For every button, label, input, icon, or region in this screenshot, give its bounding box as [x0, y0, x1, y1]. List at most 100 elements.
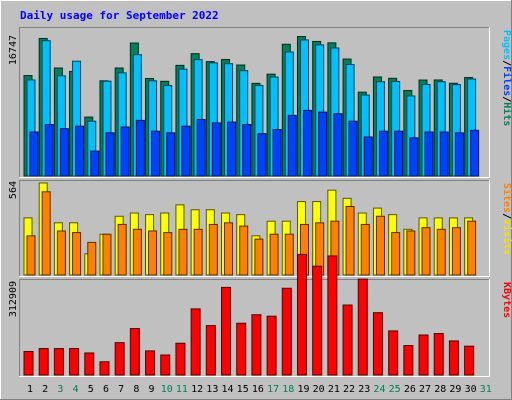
- bar-kbytes-day-16: [251, 314, 262, 376]
- bar-pages-day-10: [166, 132, 176, 177]
- panel-requests-legend: Pages/Files/Hits: [501, 30, 512, 126]
- day-label-21: 21: [328, 384, 340, 395]
- day-label-1: 1: [27, 384, 33, 395]
- panel-visitors-ymax-label: 564: [8, 181, 19, 199]
- day-label-7: 7: [118, 384, 124, 395]
- bar-sites-day-2: [41, 191, 51, 276]
- day-label-15: 15: [237, 384, 249, 395]
- legend-requests-pages: Pages: [501, 30, 512, 60]
- bar-sites-day-8: [132, 228, 142, 276]
- day-label-12: 12: [191, 384, 203, 395]
- bar-sites-day-1: [26, 235, 36, 276]
- bar-sites-day-24: [375, 215, 385, 276]
- bar-pages-day-21: [333, 113, 343, 177]
- bar-kbytes-day-1: [23, 350, 34, 376]
- bar-kbytes-day-7: [114, 342, 125, 376]
- day-label-24: 24: [373, 384, 385, 395]
- bar-pages-day-11: [181, 125, 191, 177]
- bar-pages-day-19: [302, 109, 312, 177]
- day-label-17: 17: [267, 384, 279, 395]
- bar-kbytes-day-21: [327, 255, 338, 376]
- bar-kbytes-day-14: [221, 286, 232, 376]
- bar-kbytes-day-24: [372, 312, 383, 376]
- bar-kbytes-day-29: [448, 340, 459, 376]
- panel-kbytes-legend: KBytes: [501, 282, 512, 318]
- legend-kbytes-kbytes: KBytes: [501, 282, 512, 318]
- bar-pages-day-29: [454, 132, 464, 177]
- legend-visitors-visits: Visits: [501, 219, 512, 255]
- bar-pages-day-3: [59, 128, 69, 177]
- bar-kbytes-day-4: [69, 348, 80, 376]
- bar-kbytes-day-25: [388, 330, 399, 376]
- day-label-27: 27: [419, 384, 431, 395]
- bar-sites-day-26: [406, 230, 416, 276]
- bar-kbytes-day-26: [403, 345, 414, 376]
- day-label-2: 2: [42, 384, 48, 395]
- bar-sites-day-29: [451, 227, 461, 276]
- day-label-4: 4: [73, 384, 79, 395]
- bar-sites-day-9: [148, 230, 158, 276]
- bar-pages-day-5: [90, 150, 100, 177]
- day-label-5: 5: [88, 384, 94, 395]
- bar-pages-day-30: [470, 129, 480, 177]
- day-label-25: 25: [389, 384, 401, 395]
- bar-sites-day-23: [360, 223, 370, 276]
- bar-sites-day-10: [163, 232, 173, 276]
- bar-pages-day-22: [348, 120, 358, 177]
- day-label-26: 26: [404, 384, 416, 395]
- bar-sites-day-16: [254, 238, 264, 276]
- legend-visitors-sites: Sites: [501, 183, 512, 213]
- day-label-28: 28: [434, 384, 446, 395]
- bar-kbytes-day-3: [53, 348, 64, 376]
- bar-pages-day-2: [44, 124, 54, 177]
- bar-sites-day-3: [56, 230, 66, 276]
- bar-kbytes-day-8: [129, 328, 140, 376]
- bar-pages-day-12: [196, 119, 206, 177]
- bar-kbytes-day-17: [266, 315, 277, 376]
- bar-pages-day-26: [409, 137, 419, 177]
- panel-kbytes-ymax-label: 312909: [8, 281, 19, 317]
- bar-pages-day-9: [151, 130, 161, 177]
- legend-requests-separator: /: [501, 96, 512, 102]
- bar-pages-day-6: [105, 132, 115, 177]
- bar-sites-day-6: [102, 233, 112, 276]
- bar-pages-day-16: [257, 133, 267, 177]
- bar-kbytes-day-18: [281, 287, 292, 376]
- day-label-31: 31: [480, 384, 492, 395]
- day-label-10: 10: [161, 384, 173, 395]
- bar-sites-day-5: [87, 241, 97, 276]
- bar-kbytes-day-10: [160, 354, 171, 376]
- legend-requests-separator: /: [501, 60, 512, 66]
- bar-kbytes-day-5: [84, 352, 95, 376]
- day-label-23: 23: [358, 384, 370, 395]
- day-label-14: 14: [221, 384, 233, 395]
- bar-pages-day-25: [394, 130, 404, 177]
- bar-sites-day-13: [208, 223, 218, 276]
- bar-kbytes-day-11: [175, 342, 186, 376]
- bar-kbytes-day-2: [38, 348, 49, 376]
- bar-kbytes-day-23: [357, 278, 368, 376]
- day-label-9: 9: [149, 384, 155, 395]
- bar-sites-day-12: [193, 228, 203, 276]
- bar-pages-day-8: [135, 119, 145, 177]
- bar-sites-day-28: [436, 228, 446, 276]
- bar-sites-day-7: [117, 223, 127, 276]
- bar-pages-day-27: [424, 131, 434, 177]
- bar-pages-day-4: [75, 125, 85, 177]
- bar-kbytes-day-13: [205, 325, 216, 376]
- bar-sites-day-27: [421, 227, 431, 276]
- day-label-18: 18: [282, 384, 294, 395]
- bar-kbytes-day-9: [145, 350, 156, 376]
- panel-visitors-legend: Sites/Visits: [501, 183, 512, 255]
- day-label-13: 13: [206, 384, 218, 395]
- bar-sites-day-11: [178, 228, 188, 276]
- day-label-22: 22: [343, 384, 355, 395]
- bar-sites-day-15: [239, 225, 249, 276]
- legend-requests-hits: Hits: [501, 102, 512, 126]
- bar-pages-day-23: [363, 136, 373, 177]
- bar-pages-day-20: [318, 111, 328, 177]
- bar-pages-day-15: [242, 124, 252, 177]
- bar-sites-day-22: [345, 205, 355, 276]
- bar-kbytes-day-15: [236, 322, 247, 376]
